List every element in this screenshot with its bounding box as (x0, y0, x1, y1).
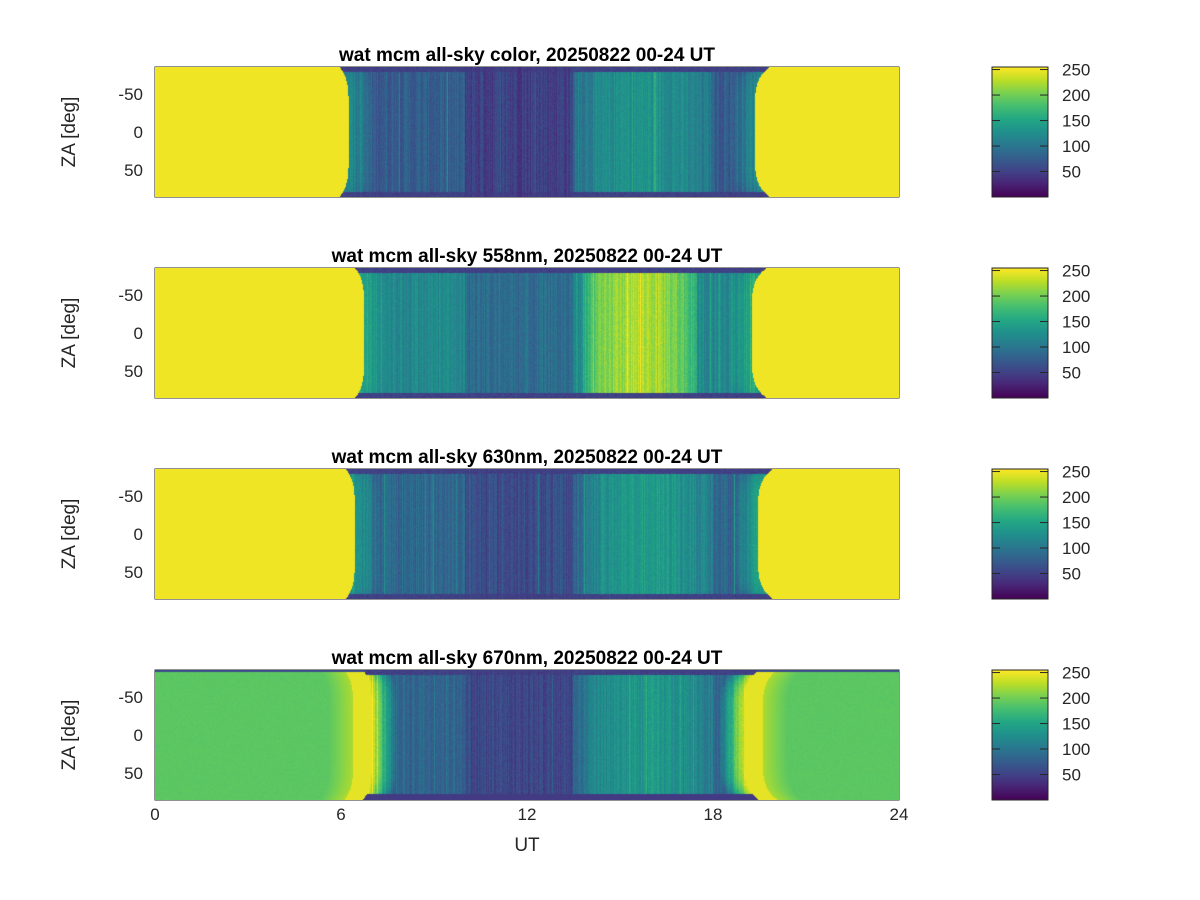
x-tick-label: 0 (150, 805, 159, 824)
y-tick-label: -50 (118, 688, 143, 707)
y-tick-label: 50 (124, 764, 143, 783)
panel-title: wat mcm all-sky 630nm, 20250822 00-24 UT (331, 447, 723, 468)
heatmap-image-2 (155, 268, 899, 398)
y-tick-label: -50 (118, 85, 143, 104)
colorbar-tick-label: 150 (1062, 112, 1090, 131)
heatmap-image-3 (155, 469, 899, 599)
x-axis-label: UT (514, 835, 540, 856)
colorbar-gradient (991, 468, 1049, 600)
y-tick-label: 0 (134, 525, 143, 544)
colorbar-tick-label: 50 (1062, 364, 1081, 383)
colorbar: 50 100 150 200 250 (991, 262, 1090, 399)
colorbar-tick-label: 250 (1062, 463, 1090, 482)
colorbar-gradient (991, 267, 1049, 399)
colorbar-tick-label: 250 (1062, 664, 1090, 683)
colorbar-tick-label: 50 (1062, 163, 1081, 182)
y-tick-label: -50 (118, 487, 143, 506)
panel-title: wat mcm all-sky color, 20250822 00-24 UT (338, 45, 715, 66)
colorbar-tick-label: 200 (1062, 86, 1090, 105)
y-axis-label: ZA [deg] (59, 700, 80, 771)
colorbar-tick-label: 50 (1062, 565, 1081, 584)
y-axis-label: ZA [deg] (59, 97, 80, 168)
colorbar: 50 100 150 200 250 (991, 463, 1090, 600)
panel-title: wat mcm all-sky 670nm, 20250822 00-24 UT (331, 648, 723, 669)
heatmap-image-1 (155, 67, 899, 197)
panel-3: wat mcm all-sky 630nm, 20250822 00-24 UT… (59, 447, 1090, 600)
colorbar-tick-label: 150 (1062, 514, 1090, 533)
y-axis-label: ZA [deg] (59, 298, 80, 369)
colorbar-gradient (991, 66, 1049, 198)
colorbar-tick-label: 200 (1062, 689, 1090, 708)
y-tick-label: 0 (134, 123, 143, 142)
panel-title: wat mcm all-sky 558nm, 20250822 00-24 UT (331, 246, 723, 267)
x-tick-label: 18 (704, 805, 723, 824)
colorbar-tick-label: 250 (1062, 262, 1090, 281)
colorbar: 50 100 150 200 250 (991, 61, 1090, 198)
colorbar: 50 100 150 200 250 (991, 664, 1090, 801)
x-tick-label: 6 (336, 805, 345, 824)
colorbar-tick-label: 250 (1062, 61, 1090, 80)
colorbar-tick-label: 200 (1062, 488, 1090, 507)
y-axis-label: ZA [deg] (59, 499, 80, 570)
colorbar-tick-label: 100 (1062, 338, 1090, 357)
x-tick-label: 12 (518, 805, 537, 824)
x-tick-label: 24 (890, 805, 909, 824)
colorbar-tick-label: 150 (1062, 313, 1090, 332)
y-tick-label: 0 (134, 726, 143, 745)
colorbar-tick-label: 150 (1062, 715, 1090, 734)
y-tick-label: 50 (124, 362, 143, 381)
y-tick-label: 50 (124, 161, 143, 180)
colorbar-tick-label: 50 (1062, 766, 1081, 785)
y-tick-label: 50 (124, 563, 143, 582)
colorbar-tick-label: 200 (1062, 287, 1090, 306)
colorbar-tick-label: 100 (1062, 539, 1090, 558)
y-tick-label: -50 (118, 286, 143, 305)
colorbar-gradient (991, 669, 1049, 801)
colorbar-tick-label: 100 (1062, 740, 1090, 759)
colorbar-tick-label: 100 (1062, 137, 1090, 156)
y-tick-label: 0 (134, 324, 143, 343)
heatmap-image-4 (155, 670, 899, 800)
